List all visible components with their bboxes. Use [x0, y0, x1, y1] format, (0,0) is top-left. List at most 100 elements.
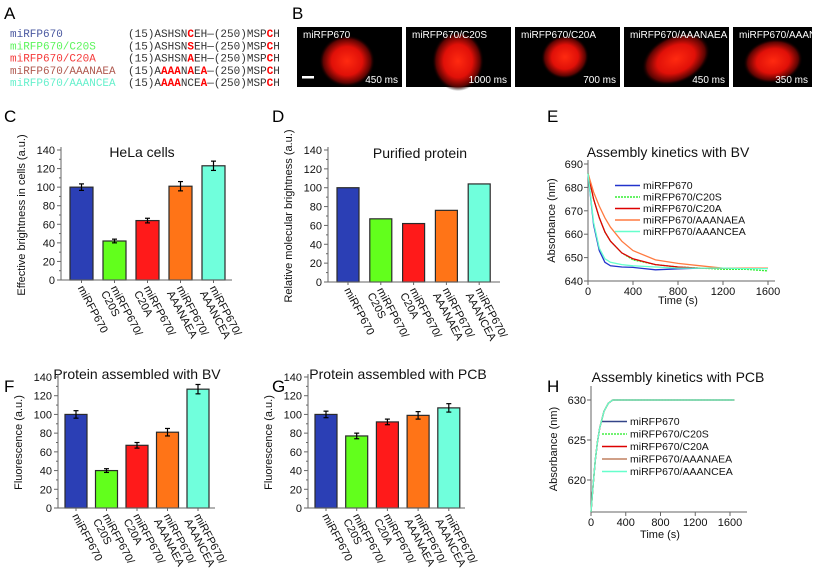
sequence-segment: EH—(250)MSP [194, 29, 267, 41]
exposure-time: 700 ms [583, 75, 616, 86]
y-tick-label: 660 [565, 229, 583, 241]
y-tick-label: 20 [40, 484, 52, 496]
y-tick-label: 120 [37, 164, 55, 176]
chart-title: HeLa cells [109, 144, 174, 160]
y-tick-label: 60 [290, 447, 302, 459]
chart-title: Purified protein [373, 145, 467, 161]
variant-name: miRFP670/AAANCEA [10, 78, 116, 90]
y-tick-label: 100 [304, 183, 322, 195]
cell-image: miRFP670/AAANAEA 450 ms [624, 27, 729, 87]
bar [94, 469, 119, 509]
x-axis-label: Time (s) [640, 529, 680, 541]
y-tick-label: 120 [304, 164, 322, 176]
chart-c: HeLa cells Effective brightness in cells … [16, 134, 244, 341]
y-tick-label: 40 [310, 239, 322, 251]
series-line [587, 173, 768, 270]
variant-name: miRFP670 [10, 29, 63, 41]
sequence-segment: (15)A [128, 66, 161, 78]
sequence-segment: H [273, 41, 280, 53]
highlighted-residue: C [267, 66, 274, 78]
bar [186, 388, 210, 509]
sequence-segment: EH—(250)MSP [194, 54, 267, 66]
sequence-segment: —(250)MSP [206, 78, 267, 90]
bar [155, 431, 180, 509]
bar [369, 218, 393, 283]
variant-name: miRFP670/C20S [10, 41, 96, 53]
y-tick-label: 40 [43, 238, 55, 250]
y-tick-label: 80 [290, 428, 302, 440]
variant-name: miRFP670/C20A [10, 54, 96, 66]
image-label: miRFP670/C20S [412, 30, 487, 41]
y-tick-label: 100 [284, 409, 302, 421]
x-tick-label: 400 [617, 517, 635, 529]
y-axis-label: Fluorescence (a.u.) [13, 395, 25, 490]
image-label: miRFP670/AAANAEA [630, 30, 728, 41]
legend-label: miRFP670/AAANAEA [643, 215, 745, 227]
sequence: (15)ASHSNSEH—(250)MSPCH [128, 41, 280, 53]
exposure-time: 450 ms [365, 75, 398, 86]
x-axis-label: Time (s) [658, 295, 698, 307]
chart-e: Assembly kinetics with BV Absorbance (nm)… [546, 144, 780, 307]
sequence-segment: EH—(250)MSP [194, 41, 267, 53]
sequence-segment: —(250)MSP [206, 66, 267, 78]
y-tick-label: 670 [565, 206, 583, 218]
y-tick-label: 80 [43, 201, 55, 213]
x-tick-label: 0 [588, 517, 594, 529]
sequence: (15)AAAANCEA—(250)MSPCH [128, 78, 280, 90]
x-tick-label: 1600 [756, 286, 780, 298]
y-axis-label: Absorbance (nm) [546, 178, 558, 262]
bar [135, 219, 160, 281]
exposure-time: 350 ms [775, 75, 808, 86]
cell-image: miRFP670/AAANCEA 350 ms [733, 27, 813, 87]
y-tick-label: 20 [290, 484, 302, 496]
highlighted-residue: AAA [161, 66, 181, 78]
x-tick-label: 800 [669, 286, 687, 298]
y-tick-label: 140 [37, 145, 55, 157]
y-tick-label: 650 [565, 253, 583, 265]
charts: HeLa cells Effective brightness in cells … [13, 129, 780, 570]
y-tick-label: 80 [40, 428, 52, 440]
y-tick-label: 140 [34, 372, 52, 384]
y-axis-label: Relative molecular brightness (a.u.) [283, 129, 295, 302]
y-tick-label: 20 [310, 258, 322, 270]
legend-label: miRFP670 [630, 416, 680, 428]
panel-label-d: D [272, 107, 284, 126]
series-line [590, 399, 735, 513]
y-tick-label: 620 [568, 475, 586, 487]
y-tick-label: 0 [49, 275, 55, 287]
x-tick-label: 1600 [718, 517, 742, 529]
cell-image: miRFP670 450 ms [297, 27, 402, 87]
highlighted-residue: C [267, 29, 274, 41]
cell-image: miRFP670/C20S 1000 ms [406, 27, 511, 91]
x-tick-label: 400 [624, 286, 642, 298]
image-label: miRFP670 [303, 30, 351, 41]
panel-label-e: E [547, 107, 558, 126]
panel-label-g: G [272, 377, 285, 396]
x-tick-label: 0 [585, 286, 591, 298]
y-tick-label: 100 [34, 409, 52, 421]
sequence-segment: (15)ASHSN [128, 29, 187, 41]
bar [201, 165, 226, 281]
panel-label-h: H [547, 377, 559, 396]
cell-fluorescence [541, 34, 589, 80]
highlighted-residue: C [267, 54, 274, 66]
legend-label: miRFP670/AAANCEA [630, 466, 733, 478]
chart-d: Purified protein Relative molecular brigh… [283, 129, 509, 343]
y-tick-label: 60 [43, 219, 55, 231]
panel-label-c: C [4, 107, 16, 126]
y-tick-label: 0 [46, 503, 52, 515]
legend-label: miRFP670/C20S [630, 429, 709, 441]
cell-image: miRFP670/C20A 700 ms [515, 27, 620, 87]
sequence-segment: H [273, 54, 280, 66]
legend-label: miRFP670/AAANAEA [630, 454, 732, 466]
highlighted-residue: A [201, 66, 208, 78]
y-tick-label: 625 [568, 435, 586, 447]
bar [168, 185, 193, 281]
cell-fluorescence [319, 35, 375, 87]
bar [314, 413, 338, 509]
panel-label-a: A [4, 4, 16, 23]
sequence-segment: H [273, 29, 280, 41]
y-tick-label: 20 [43, 256, 55, 268]
chart-f: Protein assembled with BV Fluorescence (a… [13, 366, 228, 570]
